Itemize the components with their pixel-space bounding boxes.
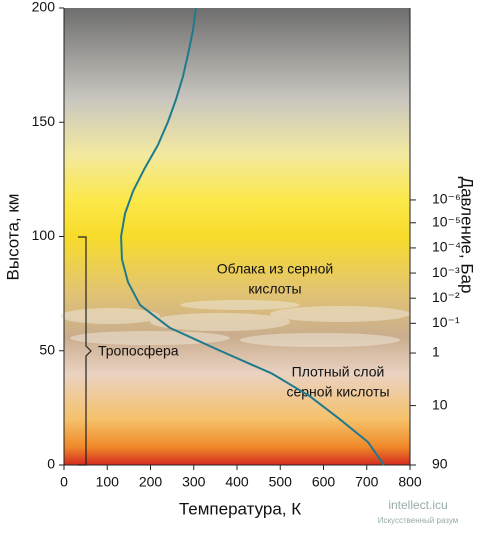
x-tick-label: 300: [182, 474, 206, 490]
x-tick-label: 0: [60, 474, 68, 490]
x-tick-label: 200: [139, 474, 163, 490]
annotation: Тропосфера: [98, 343, 179, 359]
y2-tick-label: 1: [432, 344, 440, 360]
y2-tick-label: 10⁻⁴: [432, 239, 461, 255]
y2-tick-label: 10⁻⁶: [432, 191, 461, 207]
y2-tick-label: 10⁻¹: [432, 314, 460, 330]
y2-tick-label: 10⁻²: [432, 289, 460, 305]
x-tick-label: 400: [225, 474, 249, 490]
y2-tick-label: 10⁻⁵: [432, 213, 461, 229]
annotation: серной кислоты: [286, 384, 389, 400]
annotation: Плотный слой: [292, 364, 385, 380]
annotation: Облака из серной: [217, 261, 333, 277]
y-tick-label: 100: [32, 227, 56, 243]
y-tick-label: 50: [39, 341, 55, 357]
x-tick-label: 800: [398, 474, 422, 490]
y2-tick-label: 10⁻³: [432, 264, 460, 280]
troposphere-bracket: [78, 236, 92, 466]
annotation: кислоты: [248, 281, 301, 297]
x-tick-label: 100: [96, 474, 120, 490]
temperature-line: [120, 7, 385, 466]
y2-tick-label: 90: [432, 456, 448, 472]
clouds: [60, 300, 410, 347]
y-tick-label: 200: [32, 0, 56, 15]
x-tick-label: 600: [312, 474, 336, 490]
watermark: intellect.icu: [388, 498, 447, 512]
y2-tick-label: 10: [432, 396, 448, 412]
y2-axis-label: Давление, Бар: [458, 177, 477, 294]
x-axis-label: Температура, К: [179, 499, 301, 518]
watermark: Искусственный разум: [378, 516, 459, 525]
x-tick-label: 700: [355, 474, 379, 490]
y-tick-label: 0: [47, 456, 55, 472]
y-tick-label: 150: [32, 113, 56, 129]
y-axis-label: Высота, км: [3, 194, 22, 281]
x-tick-label: 500: [269, 474, 293, 490]
